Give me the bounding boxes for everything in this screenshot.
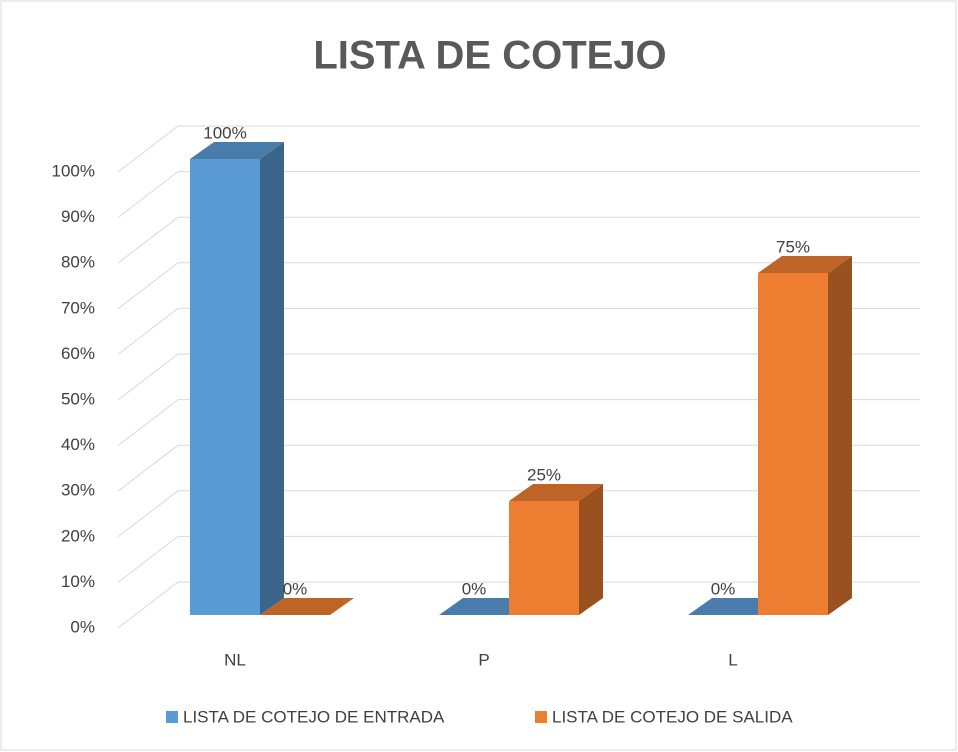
chart-title: LISTA DE COTEJO: [313, 34, 666, 78]
y-tick-label: 50%: [61, 389, 95, 408]
grid-line-side: [117, 581, 179, 629]
data-label: 0%: [711, 579, 736, 598]
y-tick-label: 10%: [61, 572, 95, 591]
y-tick-label: 0%: [70, 617, 95, 636]
legend-label: LISTA DE COTEJO DE SALIDA: [552, 707, 793, 726]
y-tick-label: 30%: [61, 481, 95, 500]
bar-top: [509, 484, 603, 501]
grid-line-side: [117, 171, 179, 218]
bar-top: [190, 142, 284, 159]
bar-front: [758, 273, 828, 615]
x-tick-label: P: [478, 650, 489, 669]
legend-swatch: [166, 711, 178, 723]
legend-label: LISTA DE COTEJO DE ENTRADA: [183, 707, 445, 726]
data-label: 0%: [283, 579, 308, 598]
data-label: 75%: [776, 237, 810, 256]
bar-side: [579, 484, 603, 615]
y-tick-label: 40%: [61, 435, 95, 454]
bar-side: [828, 256, 852, 615]
data-label: 0%: [462, 579, 487, 598]
grid-line-side: [117, 444, 179, 492]
grid-line-side: [117, 308, 179, 355]
grid-line-side: [117, 125, 179, 173]
y-tick-label: 80%: [61, 253, 95, 272]
bar-front: [190, 159, 260, 615]
data-label: 25%: [527, 465, 561, 484]
x-tick-label: L: [728, 650, 737, 669]
grid-line-side: [117, 216, 179, 264]
y-tick-label: 90%: [61, 207, 95, 226]
bar-front: [509, 501, 579, 615]
y-tick-label: 70%: [61, 298, 95, 317]
grid-line-side: [117, 536, 179, 583]
data-label: 100%: [203, 123, 246, 142]
y-tick-label: 20%: [61, 526, 95, 545]
bar-top: [260, 598, 354, 615]
bar-side: [260, 142, 284, 615]
grid-line-side: [117, 399, 179, 446]
y-tick-label: 60%: [61, 344, 95, 363]
grid-line-side: [117, 490, 179, 538]
x-tick-label: NL: [224, 650, 246, 669]
y-tick-label: 100%: [52, 161, 95, 180]
grid-line-side: [117, 353, 179, 401]
bar-top: [758, 256, 852, 273]
legend-swatch: [535, 711, 547, 723]
grid-line-side: [117, 262, 179, 310]
